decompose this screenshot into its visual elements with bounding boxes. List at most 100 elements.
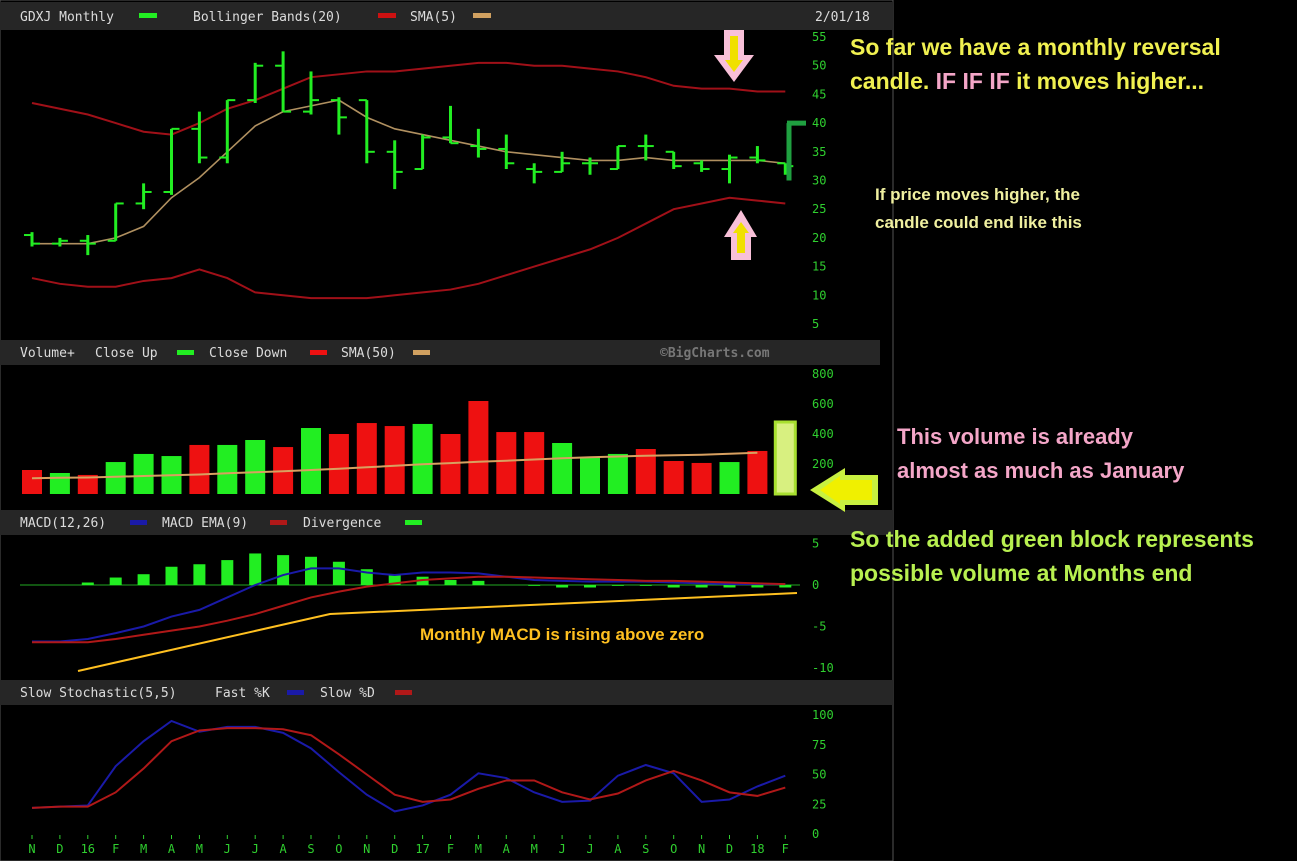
volume-bar	[747, 450, 768, 494]
divergence-bar	[193, 564, 206, 585]
volume-bar	[691, 462, 712, 494]
price-bar	[749, 146, 766, 164]
macd-note: Monthly MACD is rising above zero	[420, 625, 704, 644]
price-bar	[637, 134, 654, 161]
month-label: D	[391, 842, 398, 856]
volume-bar	[356, 423, 377, 494]
price-bar	[135, 183, 152, 210]
bigcharts-watermark: ©BigCharts.com	[660, 346, 770, 361]
price-bar	[163, 127, 180, 195]
month-label: A	[168, 842, 176, 856]
sma50-label: SMA(50)	[341, 346, 396, 361]
volume-bar	[496, 432, 517, 494]
macd-line	[32, 567, 786, 643]
macd-ema-label: MACD EMA(9)	[162, 516, 248, 531]
reversal-note-line2: candle. IF IF IF it moves higher...	[850, 68, 1204, 94]
stoch-axis-tick: 0	[812, 827, 819, 841]
divergence-bar	[388, 575, 401, 585]
month-label: S	[307, 842, 314, 856]
macd-axis-tick: -10	[812, 661, 834, 675]
slow-d-swatch	[395, 690, 412, 695]
divergence-bar	[81, 582, 94, 585]
divergence-bar	[667, 585, 680, 588]
projected-volume-block	[773, 420, 797, 496]
annotations: So far we have a monthly reversal candle…	[77, 30, 1254, 672]
volume-bar	[245, 440, 266, 494]
volume-bar	[133, 453, 154, 494]
month-label: A	[279, 842, 287, 856]
divergence-bar	[305, 556, 317, 585]
volume-axis-tick: 800	[812, 367, 834, 381]
price-bar	[665, 150, 682, 170]
fast-k-line	[31, 719, 786, 813]
month-label: S	[642, 842, 649, 856]
bollinger-legend-swatch	[378, 13, 396, 18]
macd-swatch	[130, 520, 147, 525]
month-label: D	[726, 842, 733, 856]
close-up-swatch	[177, 350, 194, 355]
divergence-bar	[556, 585, 569, 588]
divergence-bar	[332, 561, 345, 585]
price-bar	[191, 111, 208, 164]
month-label: M	[196, 842, 203, 856]
block-note-line2: possible volume at Months end	[850, 560, 1192, 586]
volume-note-line2: almost as much as January	[897, 458, 1185, 483]
price-axis-tick: 45	[812, 87, 826, 101]
month-label: M	[475, 842, 482, 856]
fast-k-swatch	[287, 690, 304, 695]
price-axis-tick: 35	[812, 145, 826, 159]
volume-axis-tick: 400	[812, 427, 834, 441]
close-up-label: Close Up	[95, 346, 158, 361]
bollinger-lower-line	[31, 196, 786, 300]
divergence-bar	[249, 553, 262, 585]
price-axis-tick: 10	[812, 288, 826, 302]
candle-note-line2: candle could end like this	[875, 213, 1082, 232]
price-axis-tick: 55	[812, 30, 826, 44]
volume-bar	[22, 470, 42, 494]
month-label: 16	[81, 842, 95, 856]
sma5-label: SMA(5)	[410, 10, 457, 25]
divergence-bar	[695, 585, 708, 588]
price-bar	[582, 157, 598, 175]
chart-frame	[0, 0, 894, 861]
month-label: O	[670, 842, 677, 856]
candle-note-line1: If price moves higher, the	[875, 185, 1080, 204]
sma50-swatch	[413, 350, 430, 355]
macd-axis-tick: 0	[812, 578, 819, 592]
month-label: M	[140, 842, 147, 856]
month-label: F	[447, 842, 454, 856]
volume-bar	[580, 458, 600, 494]
price-bar	[414, 134, 431, 171]
price-bar	[498, 134, 515, 170]
fast-k-label: Fast %K	[215, 686, 270, 701]
volume-bar	[663, 461, 684, 494]
divergence-bar	[751, 585, 764, 588]
volume-bar	[384, 426, 405, 494]
divergence-bar	[165, 566, 178, 585]
volume-bar	[49, 473, 70, 494]
volume-bar	[468, 401, 489, 494]
price-axis-tick: 40	[812, 116, 826, 130]
volume-bar	[719, 462, 740, 494]
month-label: A	[614, 842, 622, 856]
slow-d-line	[31, 727, 786, 809]
volume-sma50-line	[31, 451, 758, 480]
volume-bar	[105, 462, 126, 494]
sma5-legend-swatch	[473, 13, 491, 18]
if-if-if: IF IF IF	[936, 68, 1010, 94]
month-label: J	[252, 842, 259, 856]
reversal-note-c: it moves higher...	[1016, 68, 1204, 94]
month-label: N	[363, 842, 370, 856]
price-bar	[609, 145, 626, 171]
divergence-bar	[109, 577, 122, 585]
volume-bar	[189, 444, 210, 494]
chart-date: 2/01/18	[815, 10, 870, 25]
macd-trendline	[77, 592, 798, 672]
price-bar	[275, 51, 292, 113]
macd-header	[0, 510, 893, 535]
divergence-bar	[472, 580, 485, 585]
stoch-header	[0, 680, 893, 705]
volume-note-line1: This volume is already	[897, 424, 1134, 449]
price-bar	[303, 71, 319, 115]
